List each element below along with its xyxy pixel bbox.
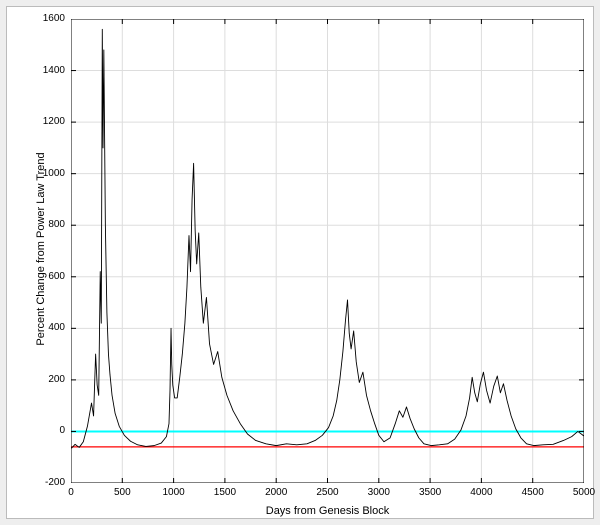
x-tick-label: 4500 bbox=[513, 487, 553, 498]
y-tick-label: 1600 bbox=[25, 13, 65, 24]
x-tick-label: 0 bbox=[51, 487, 91, 498]
x-tick-label: 2500 bbox=[308, 487, 348, 498]
y-axis-label: Percent Change from Power Law Trend bbox=[35, 119, 47, 379]
x-tick-label: 5000 bbox=[564, 487, 600, 498]
plot-area bbox=[71, 19, 584, 483]
y-tick-label: 600 bbox=[25, 271, 65, 282]
x-tick-label: 3000 bbox=[359, 487, 399, 498]
x-axis-label: Days from Genesis Block bbox=[228, 505, 428, 517]
x-tick-label: 3500 bbox=[410, 487, 450, 498]
y-tick-label: 1400 bbox=[25, 65, 65, 76]
y-tick-label: 0 bbox=[25, 425, 65, 436]
y-tick-label: 400 bbox=[25, 322, 65, 333]
y-tick-label: 1000 bbox=[25, 168, 65, 179]
x-tick-label: 4000 bbox=[461, 487, 501, 498]
y-tick-label: 800 bbox=[25, 219, 65, 230]
x-tick-label: 500 bbox=[102, 487, 142, 498]
x-tick-label: 1000 bbox=[154, 487, 194, 498]
x-tick-label: 2000 bbox=[256, 487, 296, 498]
y-tick-label: 1200 bbox=[25, 116, 65, 127]
y-tick-label: 200 bbox=[25, 374, 65, 385]
figure-panel: Percent Change from Power Law Trend Days… bbox=[6, 6, 594, 519]
x-tick-label: 1500 bbox=[205, 487, 245, 498]
